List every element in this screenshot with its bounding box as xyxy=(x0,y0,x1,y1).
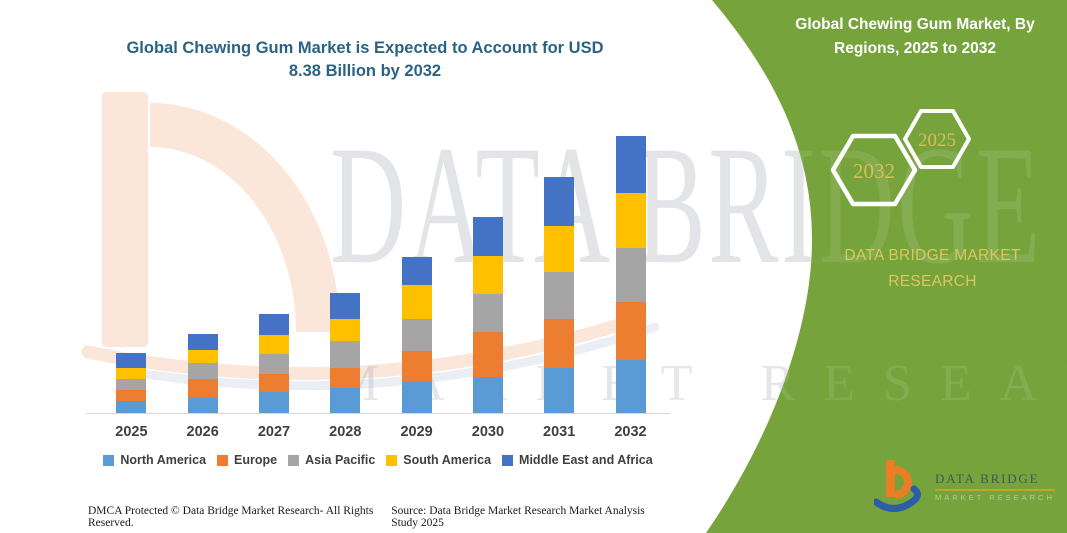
chart-legend: North America Europe Asia Pacific South Ame… xyxy=(86,453,670,467)
x-axis-label-2030: 2030 xyxy=(471,424,505,440)
bar-segment-asia-pacific-2029 xyxy=(401,318,432,351)
bar-segment-europe-2032 xyxy=(615,302,646,361)
bar-segment-middle-east-and-africa-2027 xyxy=(259,314,289,336)
data-bridge-b-watermark xyxy=(81,92,660,391)
bar-segment-middle-east-and-africa-2030 xyxy=(472,216,503,256)
x-axis-label-2032: 2032 xyxy=(614,424,647,440)
bar-segment-middle-east-and-africa-2029 xyxy=(401,257,432,286)
bar-segment-south-america-2026 xyxy=(187,349,218,364)
hexagon-2032-label: 2032 xyxy=(853,159,895,183)
bar-segment-asia-pacific-2030 xyxy=(472,293,503,333)
legend-swatch-south-america xyxy=(386,454,398,466)
legend-item-europe: Europe xyxy=(217,453,277,467)
bar-segment-north-america-2026 xyxy=(187,398,218,414)
bar-segment-europe-2031 xyxy=(544,319,575,368)
data-bridge-logo: DATA BRIDGE MARKET RESEARCH xyxy=(874,456,1055,516)
hexagon-2025: 2025 xyxy=(903,109,971,169)
legend-swatch-asia-pacific xyxy=(288,454,300,466)
bar-segment-asia-pacific-2025 xyxy=(116,378,147,390)
bar-segment-asia-pacific-2027 xyxy=(259,353,289,375)
x-axis-label-2028: 2028 xyxy=(329,424,362,440)
logo-gold-divider xyxy=(935,488,1055,491)
legend-label-south-america: South America xyxy=(403,453,492,467)
bar-segment-north-america-2028 xyxy=(330,388,361,414)
bar-segment-south-america-2030 xyxy=(472,255,503,294)
panel-heading-line2: Regions, 2025 to 2032 xyxy=(834,40,996,57)
legend-swatch-north-america xyxy=(103,454,115,466)
panel-heading: Global Chewing Gum Market, By Regions, 2… xyxy=(775,13,1055,61)
legend-label-asia-pacific: Asia Pacific xyxy=(305,453,376,467)
logo-title: DATA BRIDGE xyxy=(935,470,1040,486)
logo-subtitle: MARKET RESEARCH xyxy=(935,492,1055,502)
dmca-copyright-text: DMCA Protected © Data Bridge Market Rese… xyxy=(88,505,374,529)
bar-segment-asia-pacific-2028 xyxy=(330,341,361,369)
bar-segment-middle-east-and-africa-2032 xyxy=(615,136,646,193)
bar-segment-middle-east-and-africa-2031 xyxy=(544,176,575,226)
x-axis-label-2029: 2029 xyxy=(400,424,433,440)
bar-segment-europe-2028 xyxy=(330,368,361,389)
x-axis-label-2026: 2026 xyxy=(186,424,219,440)
watermark-small-text-on-green: MARKET RESEARCH xyxy=(333,355,1067,412)
brand-wordmark-line1: DATA BRIDGE MARKET xyxy=(844,247,1021,264)
legend-item-middle-east-and-africa: Middle East and Africa xyxy=(502,453,653,467)
bar-segment-europe-2029 xyxy=(401,350,432,382)
chart-title-line2: 8.38 Billion by 2032 xyxy=(288,62,442,80)
bar-segment-south-america-2027 xyxy=(259,335,289,354)
bar-segment-north-america-2032 xyxy=(615,360,646,414)
hexagon-2025-label: 2025 xyxy=(918,130,956,151)
source-text: Source: Data Bridge Market Research Mark… xyxy=(391,505,645,529)
bar-segment-north-america-2029 xyxy=(401,381,432,414)
bar-segment-europe-2025 xyxy=(116,389,147,401)
bar-segment-europe-2026 xyxy=(187,379,218,399)
bar-segment-europe-2030 xyxy=(472,332,503,378)
x-axis-label-2025: 2025 xyxy=(115,424,148,440)
bar-segment-south-america-2025 xyxy=(116,367,147,379)
bar-segment-north-america-2031 xyxy=(544,367,575,414)
brand-wordmark-line2: RESEARCH xyxy=(888,273,977,290)
footer: DMCA Protected © Data Bridge Market Rese… xyxy=(88,505,672,529)
legend-label-north-america: North America xyxy=(120,453,207,467)
bar-segment-asia-pacific-2031 xyxy=(544,272,575,320)
bar-segment-asia-pacific-2026 xyxy=(187,363,218,380)
bar-segment-asia-pacific-2032 xyxy=(615,247,646,303)
legend-item-north-america: North America xyxy=(103,453,206,467)
bar-segment-middle-east-and-africa-2026 xyxy=(187,334,218,350)
bar-segment-north-america-2025 xyxy=(116,400,147,414)
bar-segment-middle-east-and-africa-2025 xyxy=(116,353,147,368)
legend-item-south-america: South America xyxy=(386,453,491,467)
bar-segment-south-america-2029 xyxy=(401,285,432,319)
legend-item-asia-pacific: Asia Pacific xyxy=(288,453,375,467)
brand-wordmark: DATA BRIDGE MARKET RESEARCH xyxy=(830,243,1035,295)
x-axis-label-2027: 2027 xyxy=(257,424,291,440)
bar-segment-north-america-2030 xyxy=(472,377,503,414)
bar-segment-middle-east-and-africa-2028 xyxy=(330,293,361,320)
green-panel-background xyxy=(706,0,1067,533)
bar-segment-europe-2027 xyxy=(259,374,289,393)
chart-title-line1: Global Chewing Gum Market is Expected to… xyxy=(126,39,604,57)
bar-segment-north-america-2027 xyxy=(259,392,289,414)
data-bridge-logo-icon xyxy=(874,460,921,512)
bar-segment-south-america-2032 xyxy=(615,192,646,248)
legend-label-europe: Europe xyxy=(234,453,278,467)
legend-swatch-europe xyxy=(217,454,229,466)
panel-heading-line1: Global Chewing Gum Market, By xyxy=(795,16,1035,33)
bar-segment-south-america-2028 xyxy=(330,319,361,342)
logo-text-block: DATA BRIDGE MARKET RESEARCH xyxy=(935,471,1055,502)
hexagon-2032: 2032 xyxy=(830,133,918,207)
legend-swatch-middle-east-and-africa xyxy=(502,454,514,466)
bar-segment-south-america-2031 xyxy=(544,225,575,273)
x-axis-line xyxy=(86,413,670,414)
legend-label-middle-east-and-africa: Middle East and Africa xyxy=(519,453,653,467)
x-axis-label-2031: 2031 xyxy=(543,424,576,440)
chart-title: Global Chewing Gum Market is Expected to… xyxy=(85,37,645,83)
